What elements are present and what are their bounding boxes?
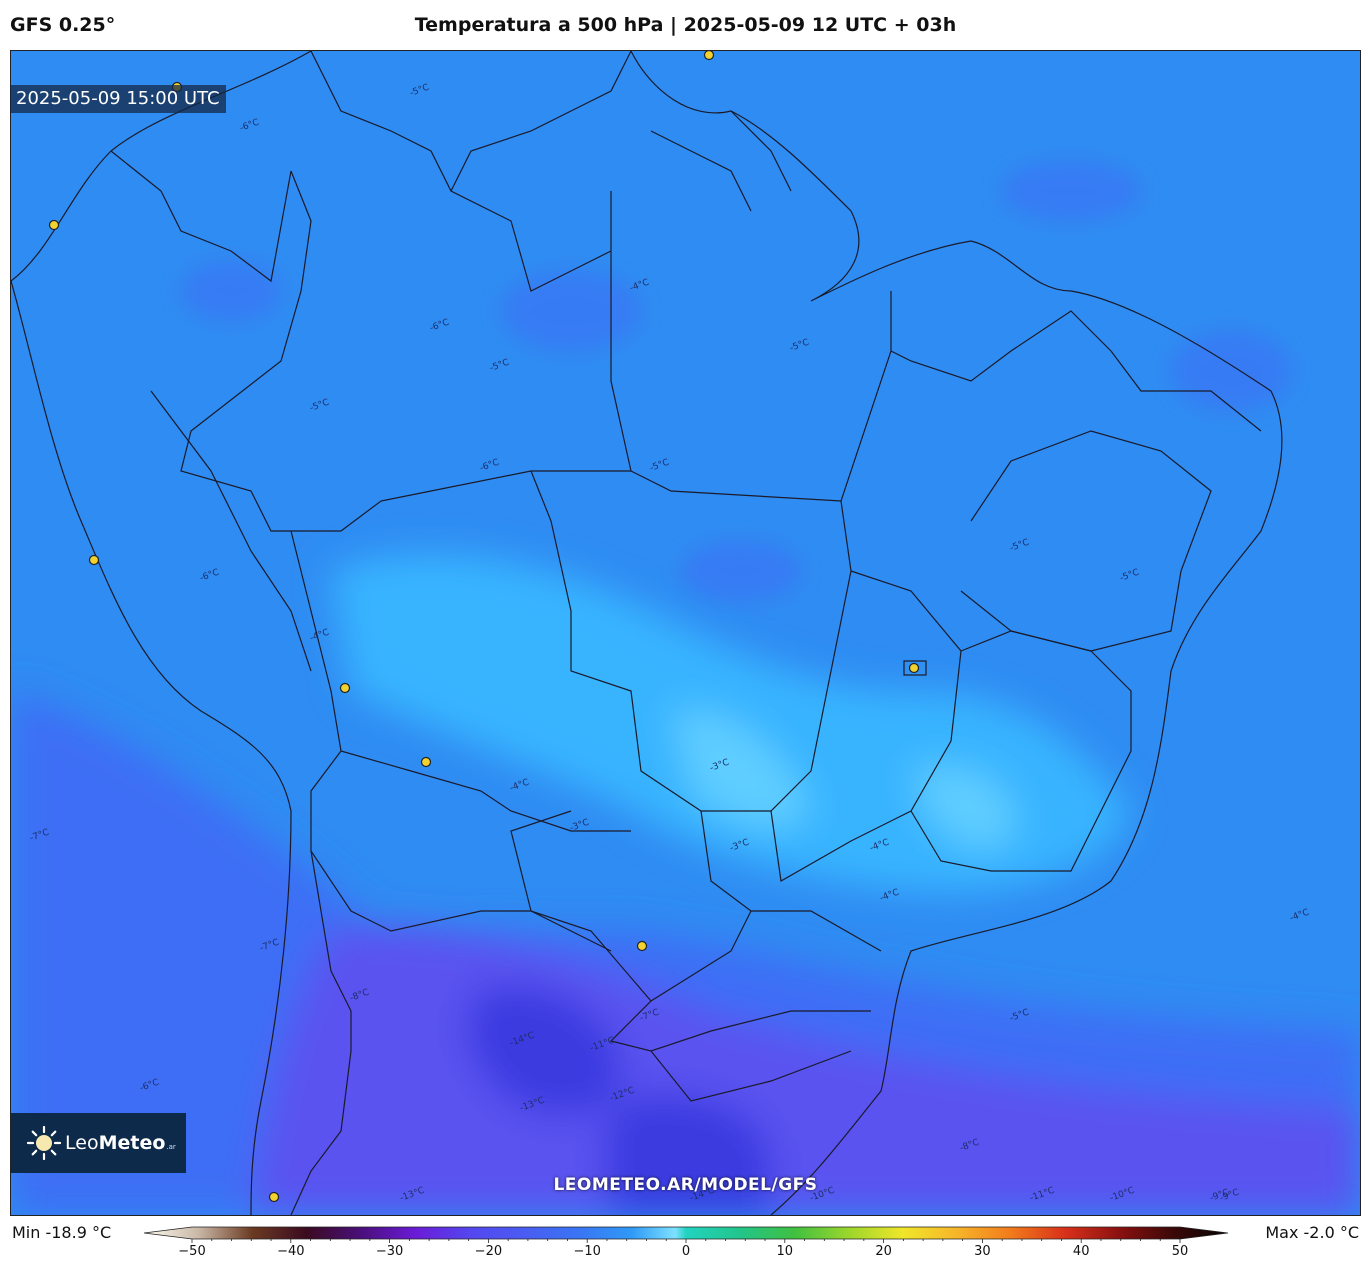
border-venezuela: [450, 51, 632, 192]
border-amazonas: [180, 170, 631, 532]
border-bahia: [960, 430, 1212, 652]
cool-blob-2: [681, 541, 801, 601]
sun-icon: [27, 1126, 61, 1160]
colorbar-tick-label: 40: [1073, 1244, 1090, 1258]
leometeo-logo[interactable]: Leo Meteo .ar: [11, 1113, 186, 1173]
colorbar-ticks: −50 −40 −30 −20 −10 0 10 20 30 40 50: [178, 1239, 1188, 1258]
coldest-core-b: [604, 1094, 771, 1215]
colorbar-tick-label: 20: [875, 1244, 892, 1258]
colorbar-tick-label: −40: [277, 1244, 304, 1258]
city-marker[interactable]: [339, 682, 351, 694]
border-sul: [609, 810, 882, 1102]
colorbar-max-label: Max -2.0 °C: [1265, 1223, 1359, 1242]
page-title: Temperatura a 500 hPa | 2025-05-09 12 UT…: [414, 14, 957, 36]
logo-text-leo: Leo: [65, 1132, 99, 1154]
colorbar-tick-label: −10: [573, 1244, 600, 1258]
valid-time-badge: 2025-05-09 15:00 UTC: [10, 85, 226, 113]
colorbar-tick-label: −50: [178, 1244, 205, 1258]
colorbar-tick-label: 10: [777, 1244, 794, 1258]
colorbar-tick-label: 50: [1172, 1244, 1189, 1258]
logo-text-meteo: Meteo: [98, 1132, 166, 1154]
cool-blob-4: [1171, 331, 1291, 411]
logo-text-domain: .ar: [166, 1143, 176, 1151]
colorbar-min-label: Min -18.9 °C: [12, 1223, 112, 1242]
map-frame[interactable]: -5°C -6°C -6°C -5°C -4°C -5°C -6°C -5°C -5°C -4°C…: [10, 50, 1361, 1216]
city-marker[interactable]: [268, 1191, 280, 1203]
border-nordeste: [890, 310, 1262, 432]
border-guianas: [650, 110, 792, 212]
cool-blob-1: [501, 271, 641, 351]
city-marker[interactable]: [908, 662, 920, 674]
coldest-core-a: [466, 985, 623, 1116]
border-argentina: [290, 850, 352, 1215]
border-goias: [770, 570, 962, 882]
model-label: GFS 0.25°: [10, 14, 116, 36]
border-peru-inner: [150, 390, 312, 672]
city-marker[interactable]: [703, 51, 715, 61]
city-marker[interactable]: [636, 940, 648, 952]
colorbar-tick-label: 30: [974, 1244, 991, 1258]
cool-blob-3: [181, 261, 281, 321]
warm-core-b: [911, 765, 1015, 849]
temperature-map[interactable]: -5°C-6°C-6°C-5°C-4°C-5°C-6°C -5°C-5°C-4°C…: [11, 51, 1360, 1215]
coastline-west: [11, 280, 292, 1215]
watermark-url[interactable]: LEOMETEO.AR/MODEL/GFS: [553, 1175, 818, 1195]
colorbar-tick-label: −30: [376, 1244, 403, 1258]
warm-core: [671, 709, 811, 829]
federal-district: [903, 660, 927, 676]
colorbar-tick-label: −20: [475, 1244, 502, 1258]
colorbar-tick-label: 0: [682, 1244, 690, 1258]
colorbar: −50 −40 −30 −20 −10 0 10 20 30 40 50: [143, 1226, 1229, 1258]
cool-blob-5: [1001, 161, 1141, 221]
border-paraguay: [510, 810, 612, 952]
border-bolivia: [290, 530, 652, 1002]
border-matogrosso: [530, 470, 852, 812]
colorbar-gradient: [143, 1226, 1229, 1240]
city-marker[interactable]: [48, 219, 60, 231]
city-marker[interactable]: [420, 756, 432, 768]
city-marker[interactable]: [88, 554, 100, 566]
